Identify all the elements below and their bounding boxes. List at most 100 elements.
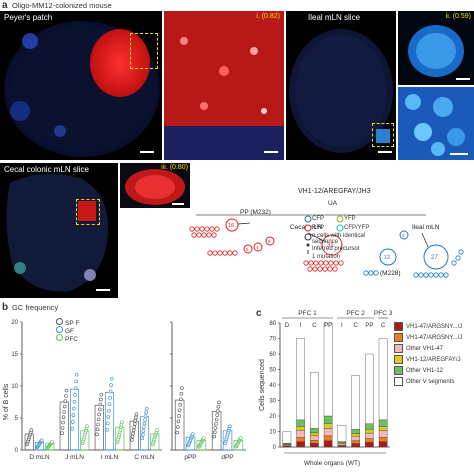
c-bar-segment: [296, 441, 305, 448]
legend-marker-icon: [56, 326, 63, 333]
scale-bar: [378, 151, 392, 153]
scale-bar: [96, 289, 110, 291]
c-col-label: PP: [365, 323, 373, 329]
inset-marker-iii: [76, 199, 100, 225]
cells-sequenced-chart: Cells sequenced Whole organs (WT) 0 10 20 3…: [259, 310, 393, 467]
lineage-red-leaves: [189, 226, 344, 272]
gc-data-point: [178, 402, 183, 407]
gc-data-point: [142, 425, 146, 430]
gc-data-point: [176, 419, 181, 424]
lineage-blue-leaves: [363, 249, 464, 278]
inset-marker-i: [130, 33, 158, 69]
gc-data-point: [105, 428, 110, 432]
c-bar-segment: [310, 432, 319, 437]
gc-data-point: [95, 432, 99, 437]
gc-data-point: [213, 426, 218, 430]
zoom-iii-badge: iii. (0.80): [161, 164, 188, 171]
gc-data-point: [98, 402, 103, 407]
legend-cfp: CFP: [312, 216, 324, 222]
gc-data-point: [142, 421, 147, 426]
gc-data-point: [97, 407, 102, 412]
gc-data-point: [74, 379, 78, 384]
zoom-iii-image: iii. (0.80): [120, 163, 190, 208]
gc-data-point: [85, 424, 89, 429]
c-y-tick-label: 10: [269, 430, 276, 436]
c-y-tick-label: 70: [269, 337, 276, 343]
gc-x-tick-label: pPP: [184, 454, 196, 461]
c-col-label: C: [312, 323, 317, 329]
c-y-tick-label: 50: [269, 368, 276, 374]
gc-data-point: [60, 426, 65, 430]
legend-n: n cells with identical sequence: [312, 233, 366, 245]
lineage-node-cecal-label: 31: [327, 243, 334, 249]
c-bar-segment: [378, 441, 388, 448]
gc-ylabel: % of B cells: [3, 383, 10, 420]
lineage-node-5-label: 5: [246, 247, 249, 252]
gc-legend-pfc-label: PFC: [65, 336, 78, 343]
gc-data-point: [177, 408, 182, 413]
ileal-mln-illustration: [286, 11, 396, 160]
legend-rfp-icon: [304, 224, 312, 232]
gc-x-tick-label: C mLN: [134, 454, 155, 461]
legend-tick: 1 mutation: [312, 254, 341, 260]
c-bar-segment: [323, 415, 333, 424]
gc-legend-spf-label: SP F: [65, 320, 80, 327]
gc-data-point: [201, 436, 206, 440]
gc-data-point: [74, 372, 79, 377]
lineage-node-pp: [225, 218, 239, 232]
panel-c-letter: c: [256, 308, 262, 319]
c-group-label: PFC 2: [346, 310, 365, 317]
gc-data-point: [64, 388, 69, 393]
gc-data-point: [72, 406, 76, 411]
ileal-mln-label: Ileal mLN slice: [308, 13, 361, 22]
c-bar-segment: [365, 353, 374, 424]
gc-legend: SP F GF PFC: [56, 318, 80, 343]
lineage-node-4: [253, 242, 263, 252]
panel-a-title: Oligo-MM12-colonized mouse: [12, 1, 112, 10]
gc-data-point: [29, 428, 34, 432]
gc-data-point: [61, 420, 65, 425]
c-bar-segment: [296, 430, 305, 438]
gc-data-point: [179, 391, 184, 396]
gc-data-point: [95, 427, 100, 432]
gc-data-point: [109, 383, 113, 387]
zoom-ii-badge: ii. (0.59): [445, 13, 471, 20]
lineage-node-4-label: 4: [256, 245, 259, 250]
cecal-colonic-mln-label: Cecal colonic mLN slice: [4, 165, 89, 174]
c-y-tick-label: 30: [269, 399, 276, 405]
scale-bar: [172, 203, 184, 205]
zoom-ii-detail-image: [398, 87, 474, 160]
gc-data-point: [50, 440, 54, 444]
c-bar-segment: [351, 436, 360, 441]
gc-legend-gf: GF: [56, 326, 79, 335]
gc-y-tick-label: 5: [15, 416, 19, 422]
c-bar-segment: [351, 375, 360, 430]
gc-data-point: [39, 438, 44, 443]
c-bar-segment: [323, 435, 333, 441]
gc-mean-bar: [174, 399, 185, 451]
lineage-node-ileal-tag: Ileal mLN: [412, 224, 440, 231]
gc-data-point: [108, 396, 112, 400]
c-bar-segment: [296, 437, 305, 442]
gc-data-point: [120, 420, 124, 425]
c-legend-item: VH1-47/ARGSNY.../J: [394, 322, 474, 333]
gc-data-point: [73, 386, 78, 390]
cecal-colonic-mln-illustration: [0, 163, 118, 298]
zoom-iii-illustration: [120, 163, 190, 208]
c-legend-item: Other VH1-47: [394, 344, 474, 355]
c-ylabel: Cells sequenced: [259, 359, 266, 411]
legend-swatch-icon: [394, 366, 403, 375]
c-col-label: D: [285, 323, 290, 329]
zoom-ii-image: ii. (0.59): [398, 11, 474, 85]
peyers-patch-label: Peyer's patch: [4, 13, 53, 22]
c-bar-segment: [310, 440, 319, 444]
gc-data-point: [143, 414, 148, 418]
gc-data-point: [97, 412, 102, 417]
gc-data-point: [144, 410, 148, 415]
legend-cfp-icon: [304, 215, 312, 223]
gc-data-point: [132, 425, 137, 429]
c-bar-segment: [378, 338, 388, 421]
legend-swatch-icon: [394, 344, 403, 353]
gc-data-point: [130, 438, 134, 442]
gc-data-point: [214, 417, 219, 422]
